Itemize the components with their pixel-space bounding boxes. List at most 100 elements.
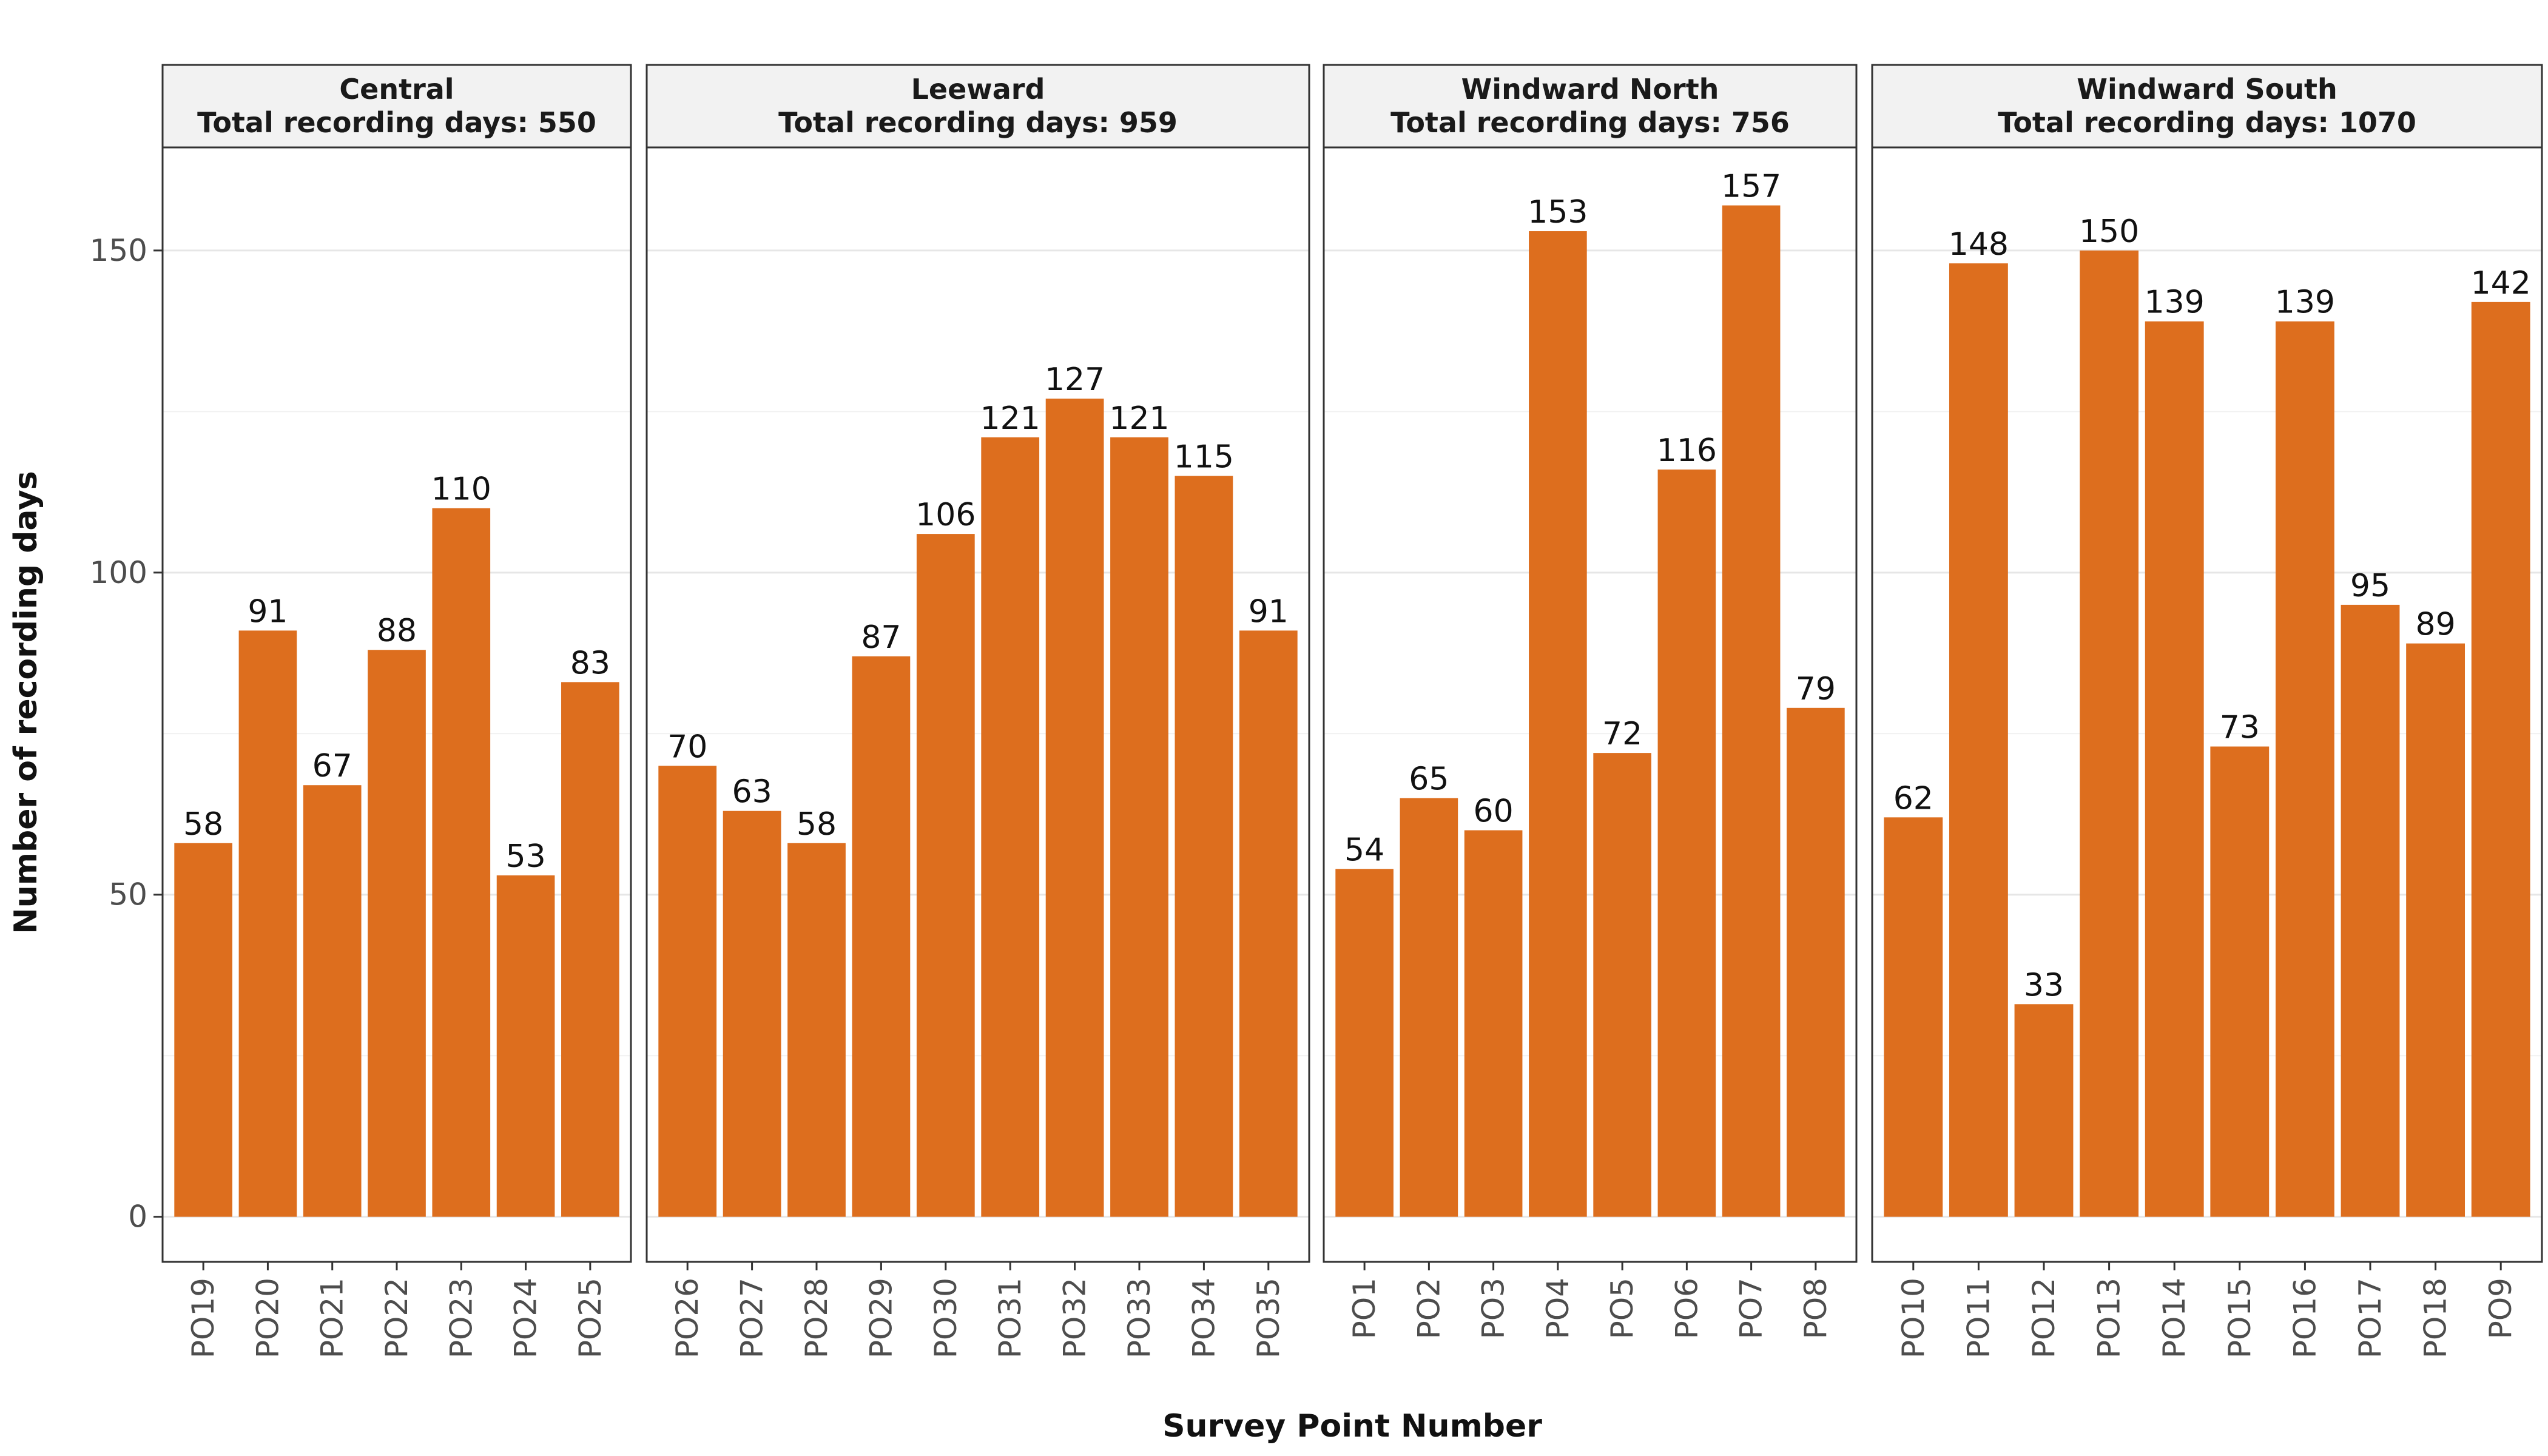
x-tick-label: PO5: [1605, 1278, 1640, 1339]
y-tick-label: 0: [128, 1199, 147, 1235]
bar: [1110, 437, 1168, 1217]
bar-value-label: 110: [431, 471, 491, 508]
facet-title: Leeward: [911, 73, 1045, 106]
bar: [2210, 746, 2270, 1217]
facet-title: Windward South: [2077, 73, 2337, 106]
y-axis: 0 50 100 150: [90, 233, 163, 1235]
bar-value-label: 33: [2024, 967, 2064, 1003]
x-tick-label: PO32: [1057, 1278, 1093, 1358]
x-tick-label: PO1: [1347, 1278, 1382, 1339]
facet-title: Central: [339, 73, 454, 106]
bar-value-label: 72: [1602, 716, 1642, 752]
bar-value-label: 121: [1109, 400, 1169, 437]
bar-value-label: 139: [2275, 285, 2335, 321]
bar-value-label: 121: [980, 400, 1040, 437]
bar: [561, 682, 619, 1217]
x-tick-label: PO3: [1476, 1278, 1511, 1339]
bar-value-label: 139: [2145, 285, 2205, 321]
bar-value-label: 60: [1474, 794, 1514, 830]
bar: [1884, 817, 1943, 1217]
x-tick-label: PO30: [928, 1278, 963, 1358]
bar-value-label: 67: [312, 748, 352, 784]
panel-border: [1323, 146, 1858, 1263]
x-tick-label: PO14: [2157, 1278, 2192, 1358]
bar-value-label: 79: [1796, 671, 1836, 707]
facet-subtitle: Total recording days: 756: [1390, 106, 1790, 139]
bar-value-label: 89: [2416, 607, 2456, 643]
bar-value-label: 63: [732, 774, 772, 811]
bar: [2471, 302, 2530, 1217]
bar-value-label: 65: [1409, 761, 1449, 797]
bar-value-label: 88: [377, 613, 417, 649]
x-tick-label: PO8: [1798, 1278, 1833, 1339]
x-tick-label: PO19: [186, 1278, 221, 1358]
x-tick-label: PO29: [863, 1278, 898, 1358]
bar: [303, 785, 362, 1217]
bar: [852, 656, 911, 1217]
bar: [1787, 707, 1845, 1217]
bar-value-label: 62: [1893, 780, 1933, 817]
x-tick-label: PO6: [1669, 1278, 1704, 1339]
panel-border: [1871, 146, 2543, 1263]
bar-value-label: 115: [1174, 439, 1234, 476]
bar-value-label: 54: [1344, 832, 1384, 868]
bar: [1464, 830, 1523, 1217]
facet-subtitle: Total recording days: 550: [197, 106, 596, 139]
bar: [2341, 604, 2400, 1217]
x-tick-label: PO21: [315, 1278, 350, 1358]
x-tick-label: PO11: [1961, 1278, 1996, 1358]
bar: [432, 508, 491, 1217]
x-axis-title: Survey Point Number: [1162, 1408, 1542, 1444]
x-tick-label: PO7: [1734, 1278, 1769, 1339]
bar-value-label: 87: [861, 619, 901, 656]
panel-border: [161, 146, 632, 1263]
bar: [368, 650, 426, 1217]
bar-value-label: 142: [2471, 265, 2531, 302]
y-tick-label: 150: [90, 233, 147, 268]
y-tick-label: 50: [109, 877, 147, 912]
facet-strip: [1871, 64, 2543, 149]
bar: [1529, 231, 1587, 1217]
bar: [496, 875, 555, 1217]
x-tick-label: PO13: [2092, 1278, 2127, 1358]
x-tick-label: PO17: [2353, 1278, 2388, 1358]
x-tick-label: PO4: [1540, 1278, 1576, 1339]
facet-strip: [645, 64, 1310, 149]
bar: [916, 534, 975, 1217]
panel-border: [645, 146, 1310, 1263]
bar: [1335, 869, 1394, 1217]
x-tick-label: PO2: [1411, 1278, 1446, 1339]
bar-value-label: 91: [1249, 593, 1289, 630]
bar-value-label: 70: [667, 729, 707, 765]
bar: [2080, 250, 2139, 1217]
x-tick-label: PO23: [443, 1278, 479, 1358]
facet-subtitle: Total recording days: 1070: [1998, 106, 2416, 139]
bar: [981, 437, 1040, 1217]
bar: [1722, 205, 1781, 1217]
facet-subtitle: Total recording days: 959: [778, 106, 1178, 139]
bar: [2145, 321, 2204, 1217]
bar: [174, 843, 232, 1217]
bar-value-label: 83: [570, 645, 610, 681]
bar: [1949, 263, 2008, 1217]
bar: [1593, 753, 1651, 1217]
x-tick-label: PO18: [2418, 1278, 2453, 1358]
x-tick-label: PO31: [993, 1278, 1028, 1358]
x-tick-label: PO15: [2222, 1278, 2257, 1358]
bar-value-label: 58: [797, 806, 837, 843]
x-tick-label: PO33: [1122, 1278, 1157, 1358]
bar-value-label: 150: [2079, 214, 2139, 250]
bar-value-label: 95: [2350, 568, 2390, 604]
x-tick-label: PO16: [2287, 1278, 2322, 1358]
bar: [658, 766, 717, 1217]
x-tick-label: PO34: [1186, 1278, 1221, 1358]
bar: [1045, 399, 1104, 1217]
facet-strip: [161, 64, 632, 149]
x-tick-label: PO10: [1896, 1278, 1931, 1358]
x-tick-label: PO26: [670, 1278, 705, 1358]
bar-value-label: 91: [248, 593, 288, 630]
